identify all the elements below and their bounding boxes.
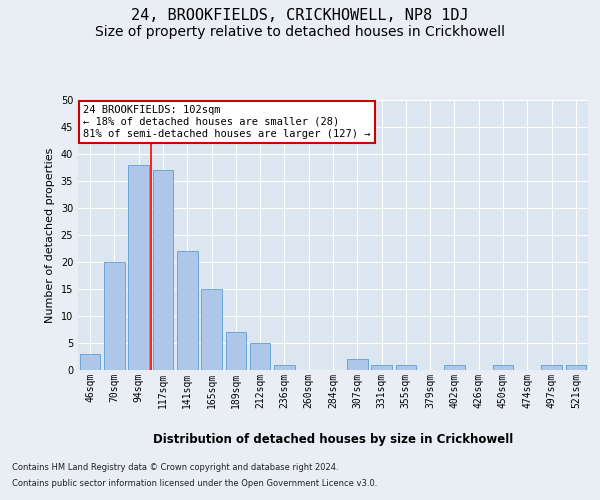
Bar (226, 332, 246, 370)
Bar (395, 364, 416, 370)
Bar (128, 165, 149, 370)
Text: Contains HM Land Registry data © Crown copyright and database right 2024.: Contains HM Land Registry data © Crown c… (12, 464, 338, 472)
Bar (201, 289, 222, 370)
Bar (274, 364, 295, 370)
Text: Size of property relative to detached houses in Crickhowell: Size of property relative to detached ho… (95, 25, 505, 39)
Bar (152, 170, 173, 370)
Bar (493, 364, 514, 370)
Bar (104, 262, 125, 370)
Text: 24, BROOKFIELDS, CRICKHOWELL, NP8 1DJ: 24, BROOKFIELDS, CRICKHOWELL, NP8 1DJ (131, 8, 469, 22)
Text: Contains public sector information licensed under the Open Government Licence v3: Contains public sector information licen… (12, 478, 377, 488)
Text: Distribution of detached houses by size in Crickhowell: Distribution of detached houses by size … (153, 432, 513, 446)
Bar (250, 343, 271, 370)
Bar (566, 364, 586, 370)
Text: 24 BROOKFIELDS: 102sqm
← 18% of detached houses are smaller (28)
81% of semi-det: 24 BROOKFIELDS: 102sqm ← 18% of detached… (83, 106, 371, 138)
Y-axis label: Number of detached properties: Number of detached properties (45, 148, 55, 322)
Bar (541, 364, 562, 370)
Bar (444, 364, 465, 370)
Bar (371, 364, 392, 370)
Bar (347, 359, 368, 370)
Bar (80, 354, 100, 370)
Bar (177, 251, 197, 370)
